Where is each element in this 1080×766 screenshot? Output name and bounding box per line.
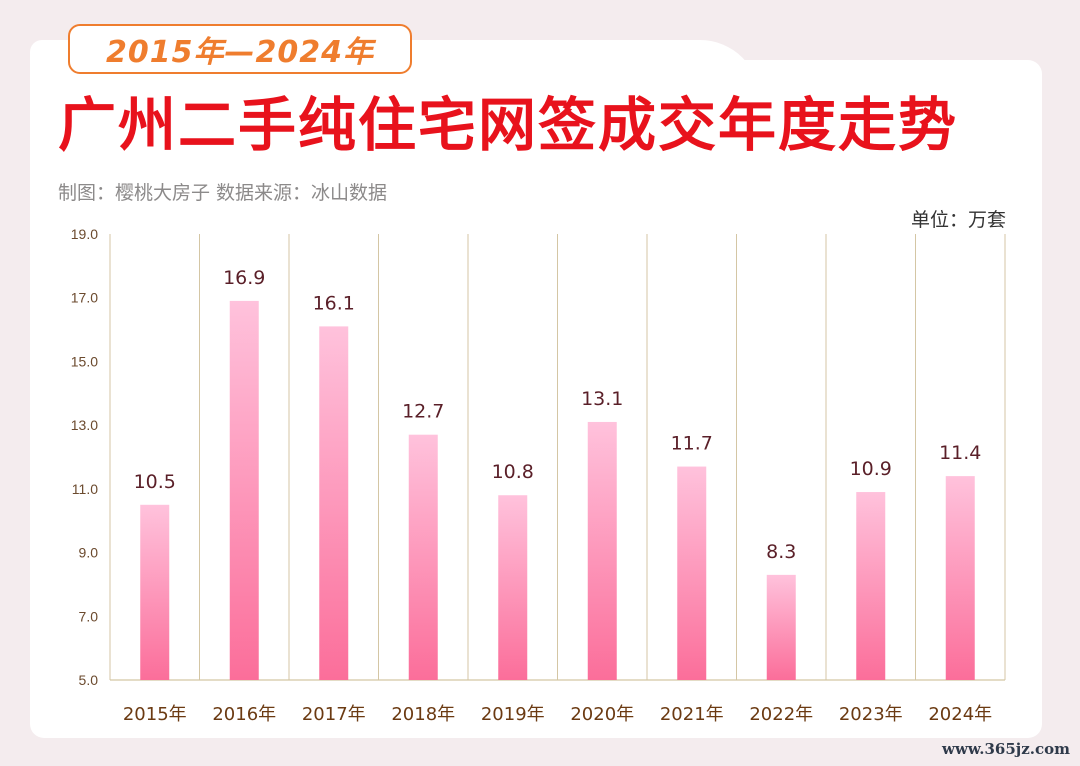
bar	[408, 434, 438, 680]
y-tick-label: 15.0	[71, 353, 98, 369]
data-label: 8.3	[766, 541, 796, 563]
period-badge: 2015年—2024年	[68, 24, 412, 74]
watermark: www.365jz.com	[942, 740, 1070, 758]
page-title: 广州二手纯住宅网签成交年度走势	[58, 91, 959, 159]
unit-label: 单位：万套	[910, 209, 1006, 231]
x-tick-label: 2017年	[302, 704, 366, 725]
bar	[945, 476, 975, 680]
x-tick-label: 2024年	[928, 704, 992, 725]
data-label: 11.7	[671, 433, 713, 455]
data-label: 13.1	[581, 388, 623, 410]
data-label: 16.9	[223, 267, 265, 289]
bar	[140, 504, 170, 680]
y-tick-label: 9.0	[79, 545, 99, 561]
x-tick-label: 2021年	[660, 704, 724, 725]
data-label: 10.8	[492, 461, 534, 483]
bar	[319, 326, 349, 680]
labels: 5.0 7.0 9.0 11.0 13.0 15.0 17.0 19.0 10.5 2015年 16…	[71, 226, 992, 725]
y-tick-label: 7.0	[79, 608, 99, 624]
x-tick-label: 2023年	[839, 704, 903, 725]
y-tick-label: 5.0	[79, 672, 99, 688]
bar	[229, 300, 259, 680]
x-tick-label: 2022年	[749, 704, 813, 725]
y-tick-label: 13.0	[71, 417, 98, 433]
x-tick-label: 2015年	[123, 704, 187, 725]
y-tick-label: 11.0	[72, 481, 98, 497]
data-label: 10.5	[134, 471, 176, 493]
bar	[677, 466, 707, 680]
data-label: 16.1	[313, 292, 355, 314]
data-label: 11.4	[939, 442, 981, 464]
x-tick-label: 2020年	[570, 704, 634, 725]
y-tick-label: 17.0	[71, 290, 98, 306]
bar	[766, 574, 796, 680]
y-tick-label: 19.0	[71, 226, 98, 242]
data-label: 12.7	[402, 401, 444, 423]
data-label: 10.9	[850, 458, 892, 480]
bars	[140, 300, 975, 680]
x-tick-label: 2018年	[391, 704, 455, 725]
bar	[856, 492, 886, 680]
bar	[587, 421, 617, 680]
grid-lines	[109, 234, 1006, 681]
bar	[498, 495, 528, 680]
x-tick-label: 2016年	[212, 704, 276, 725]
credits-text: 制图：樱桃大房子 数据来源：冰山数据	[58, 182, 388, 204]
x-tick-label: 2019年	[481, 704, 545, 725]
